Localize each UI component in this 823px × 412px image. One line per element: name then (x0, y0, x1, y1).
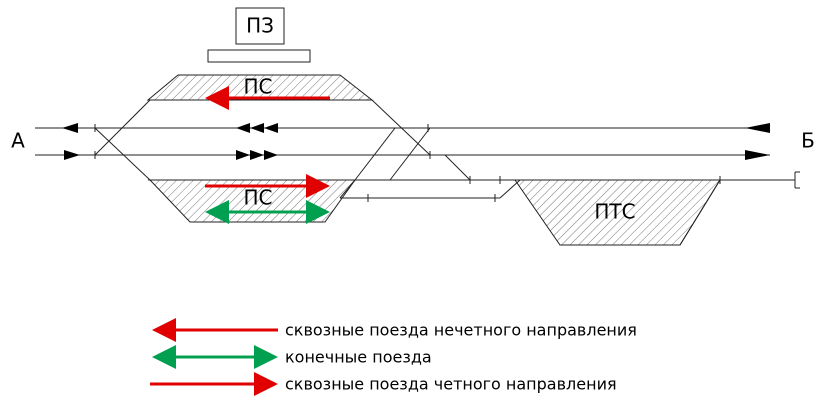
legend-text: сквозные поезда нечетного направления (285, 321, 637, 340)
end-label: Б (801, 129, 815, 153)
depot-platform (207, 49, 311, 63)
legend-text: конечные поезда (285, 348, 432, 367)
end-label: А (11, 129, 25, 153)
platform-label: ПС (243, 186, 272, 210)
depot-box (235, 7, 285, 45)
legend-text: сквозные поезда четного направления (285, 375, 617, 394)
depot-label: ПЗ (246, 14, 274, 38)
track-arrows (62, 123, 770, 160)
freight-label: ПТС (594, 200, 635, 224)
tracks (35, 99, 800, 246)
platform-label: ПС (243, 75, 272, 99)
